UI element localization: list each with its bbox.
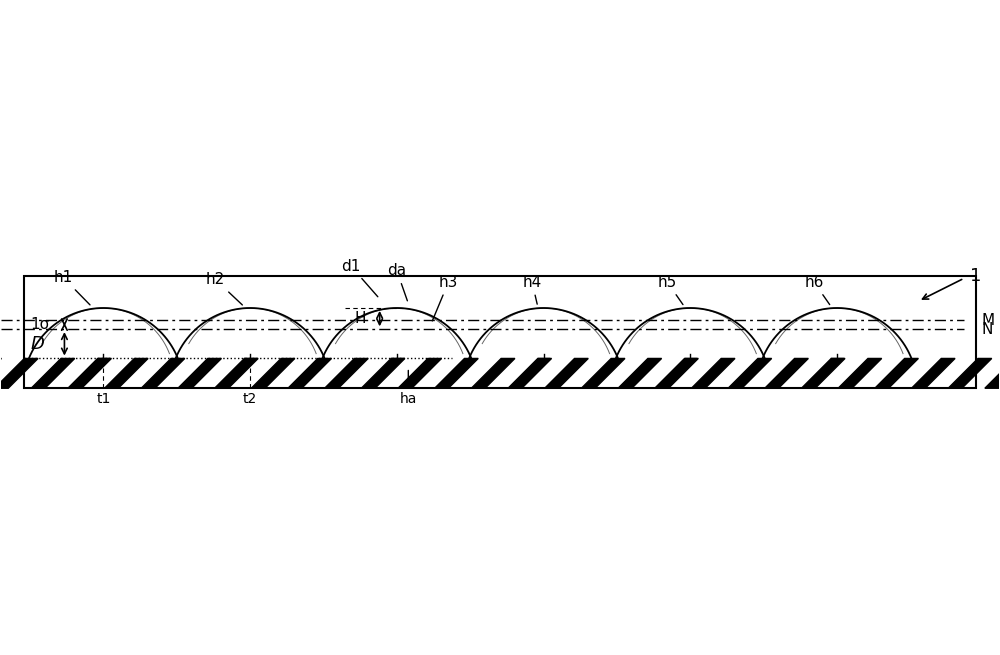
Text: t2: t2 xyxy=(243,392,257,405)
Text: h2: h2 xyxy=(206,272,242,305)
Polygon shape xyxy=(655,358,698,388)
Text: t1: t1 xyxy=(96,392,111,405)
Polygon shape xyxy=(435,358,478,388)
Polygon shape xyxy=(728,358,772,388)
Polygon shape xyxy=(801,358,845,388)
Polygon shape xyxy=(875,358,918,388)
Text: h5: h5 xyxy=(658,274,683,305)
Polygon shape xyxy=(288,358,332,388)
Polygon shape xyxy=(765,358,808,388)
Polygon shape xyxy=(508,358,552,388)
Text: h4: h4 xyxy=(522,274,542,304)
Text: M: M xyxy=(981,312,995,328)
Polygon shape xyxy=(985,358,1000,388)
Polygon shape xyxy=(68,358,111,388)
Polygon shape xyxy=(545,358,588,388)
Polygon shape xyxy=(471,358,515,388)
Polygon shape xyxy=(31,358,75,388)
Text: D: D xyxy=(30,335,44,353)
Polygon shape xyxy=(618,358,662,388)
Bar xyxy=(24,276,976,388)
Polygon shape xyxy=(361,358,405,388)
Polygon shape xyxy=(141,358,185,388)
Polygon shape xyxy=(251,358,295,388)
Bar xyxy=(24,358,976,388)
Text: 1: 1 xyxy=(970,267,981,285)
Polygon shape xyxy=(0,358,38,388)
Text: d1: d1 xyxy=(341,259,378,297)
Polygon shape xyxy=(581,358,625,388)
Text: h6: h6 xyxy=(804,274,830,305)
Text: h3: h3 xyxy=(432,274,458,321)
Polygon shape xyxy=(215,358,258,388)
Polygon shape xyxy=(691,358,735,388)
Text: da: da xyxy=(387,263,407,301)
Text: H: H xyxy=(354,311,366,326)
Polygon shape xyxy=(911,358,955,388)
Polygon shape xyxy=(0,358,1,388)
Text: h1: h1 xyxy=(54,270,90,305)
Polygon shape xyxy=(398,358,442,388)
Polygon shape xyxy=(105,358,148,388)
Bar xyxy=(24,358,976,388)
Text: N: N xyxy=(981,322,993,337)
Polygon shape xyxy=(325,358,368,388)
Polygon shape xyxy=(178,358,221,388)
Text: 1σ: 1σ xyxy=(30,317,49,332)
Polygon shape xyxy=(838,358,882,388)
Text: ha: ha xyxy=(400,370,417,405)
Polygon shape xyxy=(948,358,992,388)
